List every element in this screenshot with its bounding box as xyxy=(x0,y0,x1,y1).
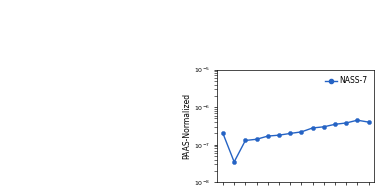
Text: within 200 μL: within 200 μL xyxy=(113,113,161,119)
Text: Porewater: Porewater xyxy=(8,108,69,119)
Text: LA solution sampling ICP-MS: LA solution sampling ICP-MS xyxy=(204,55,350,64)
Text: Dissolved solution: Dissolved solution xyxy=(106,100,169,106)
Text: 10% NH₄OH: 10% NH₄OH xyxy=(53,78,98,87)
Text: 2–4 mL: 2–4 mL xyxy=(8,93,48,104)
Y-axis label: PAAS-Normalized: PAAS-Normalized xyxy=(182,93,191,159)
Legend: NASS-7: NASS-7 xyxy=(322,73,370,89)
Text: Fe³⁺ solution: Fe³⁺ solution xyxy=(11,6,60,15)
Text: 10% HNO₃: 10% HNO₃ xyxy=(121,6,161,15)
